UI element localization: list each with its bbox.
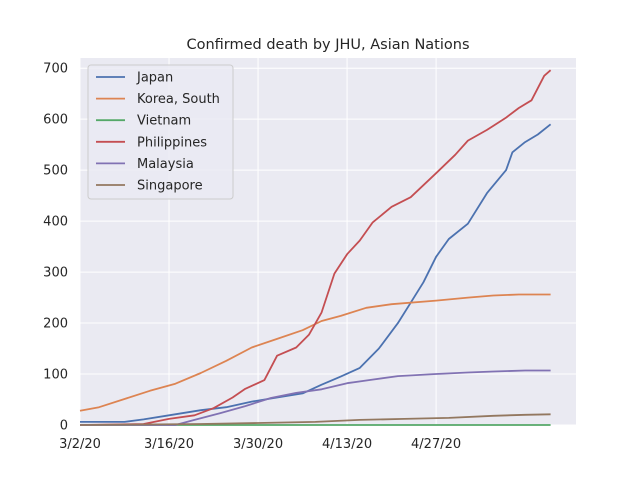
chart-title: Confirmed death by JHU, Asian Nations: [186, 37, 469, 53]
y-tick-label: 500: [43, 164, 68, 179]
x-tick-label: 3/16/20: [144, 437, 194, 452]
series-line-philippines: [79, 69, 552, 426]
legend-label: Vietnam: [137, 114, 191, 129]
series-lines: [79, 69, 552, 426]
x-tick-label: 3/2/20: [59, 437, 101, 452]
y-tick-label: 300: [43, 266, 68, 281]
series-line-malaysia: [80, 369, 551, 426]
y-tick-label: 700: [43, 62, 68, 77]
gridlines: [79, 58, 576, 426]
y-tick-label: 0: [60, 419, 68, 434]
legend-label: Korea, South: [137, 92, 220, 107]
series-line-singapore: [79, 413, 551, 426]
legend-label: Malaysia: [137, 157, 194, 172]
x-tick-label: 4/27/20: [411, 437, 461, 452]
x-tick-label: 3/30/20: [233, 437, 283, 452]
y-tick-label: 400: [43, 215, 68, 230]
x-tick-label: 4/13/20: [322, 437, 372, 452]
legend: Japan Korea, South Vietnam Philippines Malay…: [87, 64, 234, 200]
series-line-japan: [80, 123, 552, 423]
x-axis: 3/2/20 3/16/20 3/30/20 4/13/20 4/27/20: [59, 437, 461, 452]
y-tick-label: 200: [43, 317, 68, 332]
legend-label: Singapore: [137, 179, 203, 194]
legend-label: Philippines: [137, 135, 207, 150]
y-tick-label: 600: [43, 113, 68, 128]
y-tick-label: 100: [43, 368, 68, 383]
series-line-korea-south: [79, 293, 551, 412]
y-axis: 0 100 200 300 400 500 600 700: [43, 62, 68, 434]
legend-label: Japan: [136, 71, 173, 86]
